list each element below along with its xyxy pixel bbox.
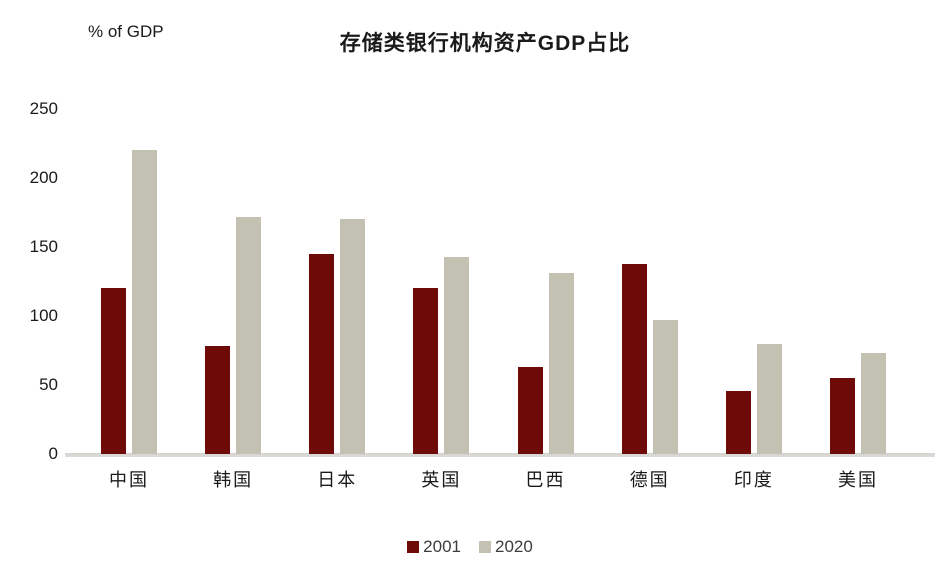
legend: 2001 2020 [0, 537, 940, 557]
x-category-label-美国: 美国 [837, 470, 878, 490]
x-category-label-英国: 英国 [421, 470, 462, 490]
y-tick-250: 250 [29, 99, 58, 118]
y-tick-100: 100 [29, 306, 58, 325]
bar-2001-巴西 [517, 367, 543, 454]
bar-2001-日本 [309, 253, 335, 454]
bar-2001-德国 [621, 263, 647, 454]
legend-item-2020: 2020 [479, 537, 533, 557]
legend-label-2001: 2001 [423, 537, 461, 556]
bar-2020-德国 [652, 320, 678, 454]
bar-2001-英国 [413, 288, 439, 454]
bar-2020-英国 [444, 256, 470, 454]
bar-2001-印度 [725, 390, 751, 454]
legend-label-2020: 2020 [495, 537, 533, 556]
bar-2001-韩国 [205, 346, 231, 454]
bar-2001-美国 [829, 378, 855, 454]
x-axis-line [65, 453, 935, 457]
y-tick-150: 150 [29, 237, 58, 256]
y-axis-unit-label: % of GDP [88, 22, 164, 41]
bar-2020-中国 [132, 150, 157, 454]
bar-2020-日本 [340, 219, 366, 454]
x-category-label-巴西: 巴西 [525, 470, 566, 490]
bar-2020-韩国 [236, 216, 262, 454]
y-tick-0: 0 [48, 444, 58, 463]
legend-item-2001: 2001 [407, 537, 461, 557]
y-tick-200: 200 [29, 168, 58, 187]
bar-2020-巴西 [548, 273, 574, 454]
bar-2001-中国 [101, 288, 126, 454]
legend-swatch-2020 [479, 541, 491, 553]
x-category-label-印度: 印度 [733, 470, 774, 490]
x-category-label-韩国: 韩国 [213, 470, 254, 490]
bar-2020-印度 [756, 343, 782, 454]
x-category-label-德国: 德国 [629, 470, 670, 490]
x-category-label-日本: 日本 [317, 470, 358, 490]
x-category-label-中国: 中国 [109, 470, 149, 490]
legend-swatch-2001 [407, 541, 420, 553]
bar-2020-美国 [860, 353, 886, 454]
chart-title: 存储类银行机构资产GDP占比 [339, 32, 631, 55]
y-tick-50: 50 [39, 375, 58, 394]
